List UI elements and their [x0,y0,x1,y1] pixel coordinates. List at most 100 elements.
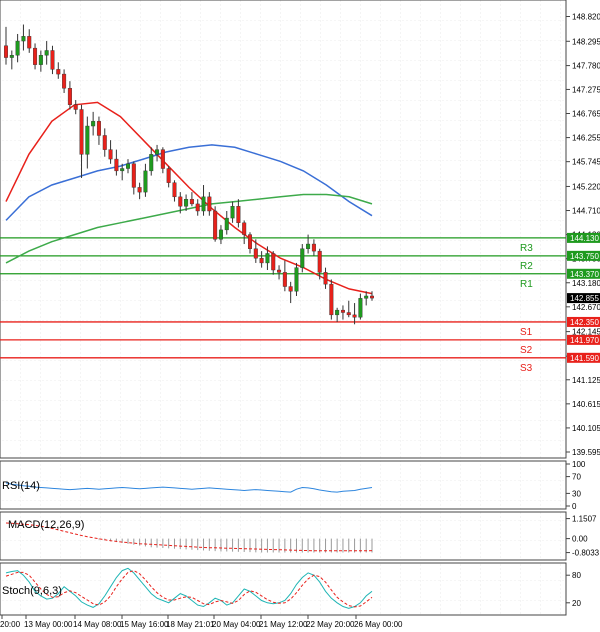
candle-body [143,170,148,193]
main-pane: 148.820 148.295 147.780 147.275 146.765 146.2… [0,0,600,459]
current-price-value: 142.855 [570,294,599,303]
candle-body [265,253,270,264]
stoch-pane: 80 20 Stoch(9,6,3) [0,562,581,616]
candle-body [340,309,345,313]
candle-body [114,158,119,172]
stoch-tick-label: 80 [572,571,581,580]
candle-body [247,234,252,249]
price-tick-label: 142.145 [572,328,600,337]
rsi-tick-label: 100 [572,460,586,469]
candle-body [102,135,107,150]
candle-body [73,104,78,110]
level-tag-text-s2: 141.970 [570,336,599,345]
level-name-s1: S1 [520,327,533,338]
candle-body [352,314,357,318]
candle-body [85,125,90,155]
level-tag-text-r3: 144.130 [570,234,599,243]
candle-body [149,154,154,172]
candle-body [56,69,61,75]
candle-body [346,312,351,316]
rsi-line [5,482,373,493]
level-tag-text-r2: 143.750 [570,252,599,261]
rsi-label: RSI(14) [2,480,40,492]
candle-body [259,258,264,264]
stoch-tick-label: 20 [572,599,581,608]
candle-body [195,203,200,212]
current-price-tag: 142.855 [567,293,600,304]
level-tag-text-s3: 141.590 [570,354,599,363]
stoch-k-line [5,567,373,609]
price-tick-label: 148.295 [572,37,600,46]
candle-body [44,50,49,56]
rsi-tick-label: 0 [572,502,577,511]
candlesticks [3,24,375,325]
level-tag-text-r1: 143.370 [570,270,599,279]
candle-body [294,267,299,292]
macd-axis: 1.1507 0.00 -0.8033 [566,515,600,558]
candle-body [125,163,130,169]
time-tick-label: 20 May 04:00 [212,620,261,629]
level-tag-r1 [567,268,600,279]
candle-body [242,222,247,235]
ma-green-line [5,193,373,264]
candle-body [253,248,258,259]
candle-body [120,168,125,172]
price-tick-label: 140.105 [572,424,600,433]
candle-body [311,243,316,252]
candle-body [155,149,160,155]
price-tick-label: 145.220 [572,182,600,191]
macd-pane: 1.1507 0.00 -0.8033 MACD(12,26,9) [0,511,600,561]
time-tick-label: 22 May 20:00 [306,620,355,629]
candle-body [50,50,55,70]
candle-body [131,163,136,188]
level-tag-text-s1: 142.350 [570,318,599,327]
candle-body [184,198,189,207]
time-tick-label: 15 May 16:00 [120,620,169,629]
candle-body [27,36,32,49]
level-name-r1: R1 [520,279,533,290]
time-tick-label: 14 May 08:00 [73,620,122,629]
rsi-axis: 100 70 30 0 [566,460,586,511]
price-tick-label: 146.255 [572,134,600,143]
candle-body [96,121,101,136]
time-tick-label: 13 May 00:00 [24,620,73,629]
candle-body [33,47,38,65]
support-resistance-levels: R3 144.130 R2 143.750 R1 143.370 S1 142.350 S2 14… [0,232,600,374]
candle-body [317,250,322,273]
candle-body [282,272,287,287]
candle-body [178,196,183,207]
candle-body [323,272,328,285]
stoch-d-line [5,570,373,608]
candle-body [364,295,369,299]
level-tag-s1 [567,316,600,327]
stoch-axis: 80 20 [566,571,581,608]
candle-body [201,196,206,212]
candle-body [358,298,363,318]
candle-body [213,210,218,240]
candle-body [189,198,194,205]
candle-body [271,253,276,271]
main-pane-frame [0,0,567,459]
candle-body [300,248,305,268]
price-tick-label: 146.765 [572,110,600,119]
price-tick-label: 142.670 [572,303,600,312]
macd-label: MACD(12,26,9) [8,519,84,531]
candle-body [79,109,84,155]
macd-signal-line [5,522,373,552]
price-tick-label: 148.820 [572,12,600,21]
candle-body [207,196,212,212]
rsi-pane: 100 70 30 0 RSI(14) [0,460,586,511]
candle-body [329,283,334,316]
macd-tick-label: 1.1507 [572,515,597,524]
candle-body [370,295,375,299]
level-name-r3: R3 [520,243,533,254]
macd-pane-frame [0,511,567,561]
candle-body [108,149,113,160]
candle-body [21,36,26,42]
level-tag-s2 [567,334,600,345]
candle-body [306,243,311,249]
price-tick-label: 141.125 [572,376,600,385]
candle-body [172,182,177,198]
candle-body [15,40,20,56]
